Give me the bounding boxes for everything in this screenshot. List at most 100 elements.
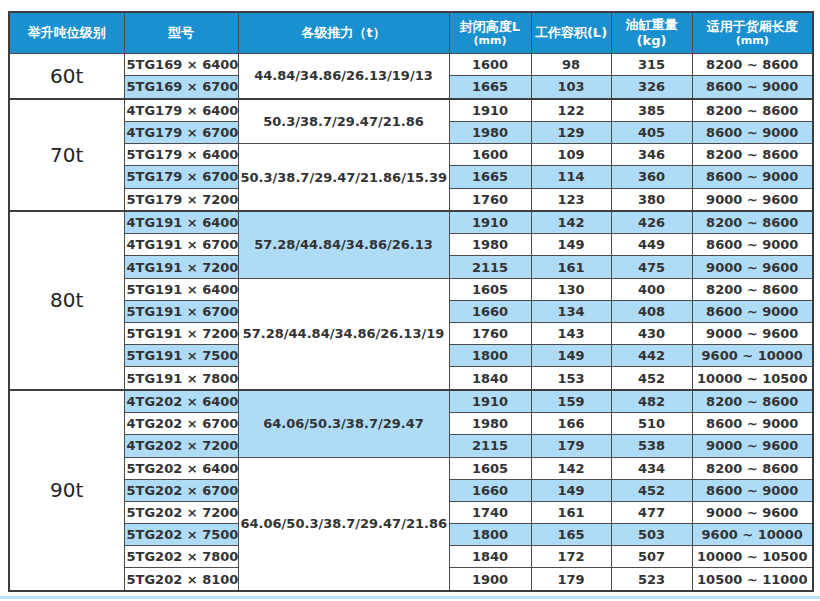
- tonnage-cell: 80t: [9, 211, 124, 390]
- working-volume-cell: 172: [531, 546, 611, 568]
- cylinder-weight-cell: 405: [611, 121, 692, 143]
- closed-height-cell: 2115: [449, 435, 531, 457]
- box-length-cell: 8600 ~ 9000: [692, 234, 813, 256]
- cylinder-weight-cell: 510: [611, 413, 692, 435]
- closed-height-cell: 1660: [449, 479, 531, 501]
- closed-height-cell: 1740: [449, 501, 531, 523]
- model-cell: 5TG191 × 6700: [124, 300, 238, 322]
- closed-height-cell: 1900: [449, 568, 531, 591]
- box-length-cell: 8600 ~ 9000: [692, 76, 813, 99]
- working-volume-cell: 153: [531, 367, 611, 390]
- model-cell: 4TG191 × 6400: [124, 211, 238, 234]
- box-length-cell: 8200 ~ 8600: [692, 211, 813, 234]
- model-cell: 5TG191 × 7500: [124, 345, 238, 367]
- cylinder-weight-cell: 434: [611, 457, 692, 479]
- box-length-cell: 10000 ~ 10500: [692, 367, 813, 390]
- closed-height-cell: 1760: [449, 323, 531, 345]
- box-length-cell: 8200 ~ 8600: [692, 390, 813, 413]
- working-volume-cell: 149: [531, 479, 611, 501]
- model-cell: 5TG202 × 7800: [124, 546, 238, 568]
- table-row: 5TG202 × 6400 64.06/50.3/38.7/29.47/21.8…: [9, 457, 813, 479]
- model-cell: 5TG179 × 6400: [124, 144, 238, 166]
- box-length-cell: 10500 ~ 11000: [692, 568, 813, 591]
- col-header-working-volume: 工作容积(L): [531, 12, 611, 54]
- model-cell: 4TG179 × 6400: [124, 99, 238, 122]
- cylinder-weight-cell: 442: [611, 345, 692, 367]
- model-cell: 4TG202 × 6700: [124, 413, 238, 435]
- closed-height-cell: 1600: [449, 54, 531, 76]
- thrust-cell: 64.06/50.3/38.7/29.47: [238, 390, 449, 457]
- closed-height-cell: 1665: [449, 76, 531, 99]
- model-cell: 5TG191 × 7200: [124, 323, 238, 345]
- box-length-cell: 8200 ~ 8600: [692, 144, 813, 166]
- cylinder-weight-cell: 400: [611, 278, 692, 300]
- box-length-cell: 8200 ~ 8600: [692, 278, 813, 300]
- working-volume-cell: 129: [531, 121, 611, 143]
- thrust-cell: 57.28/44.84/34.86/26.13/19: [238, 278, 449, 390]
- cylinder-weight-cell: 449: [611, 234, 692, 256]
- table-row: 5TG191 × 6400 57.28/44.84/34.86/26.13/19…: [9, 278, 813, 300]
- cylinder-weight-cell: 380: [611, 188, 692, 211]
- model-cell: 5TG202 × 6400: [124, 457, 238, 479]
- box-length-cell: 8600 ~ 9000: [692, 479, 813, 501]
- box-length-cell: 8600 ~ 9000: [692, 413, 813, 435]
- model-cell: 5TG202 × 7500: [124, 524, 238, 546]
- table-row: 90t 4TG202 × 6400 64.06/50.3/38.7/29.47 …: [9, 390, 813, 413]
- bottom-accent-strip: [0, 596, 820, 599]
- working-volume-cell: 142: [531, 457, 611, 479]
- closed-height-cell: 1665: [449, 166, 531, 188]
- model-cell: 5TG179 × 6700: [124, 166, 238, 188]
- cylinder-weight-cell: 482: [611, 390, 692, 413]
- thrust-cell: 44.84/34.86/26.13/19/13: [238, 54, 449, 99]
- cylinder-weight-cell: 503: [611, 524, 692, 546]
- cylinder-weight-cell: 452: [611, 367, 692, 390]
- cylinder-weight-cell: 452: [611, 479, 692, 501]
- cylinder-weight-cell: 408: [611, 300, 692, 322]
- box-length-cell: 8200 ~ 8600: [692, 457, 813, 479]
- closed-height-cell: 1605: [449, 278, 531, 300]
- cylinder-weight-cell: 326: [611, 76, 692, 99]
- col-header-closed-height-main: 封闭高度L: [452, 19, 529, 35]
- closed-height-cell: 1660: [449, 300, 531, 322]
- col-header-tonnage: 举升吨位级别: [9, 12, 124, 54]
- working-volume-cell: 166: [531, 413, 611, 435]
- working-volume-cell: 161: [531, 501, 611, 523]
- closed-height-cell: 1980: [449, 234, 531, 256]
- working-volume-cell: 165: [531, 524, 611, 546]
- closed-height-cell: 1910: [449, 99, 531, 122]
- closed-height-cell: 1840: [449, 546, 531, 568]
- thrust-cell: 50.3/38.7/29.47/21.86: [238, 99, 449, 144]
- model-cell: 5TG202 × 8100: [124, 568, 238, 591]
- cylinder-weight-cell: 426: [611, 211, 692, 234]
- box-length-cell: 9000 ~ 9600: [692, 501, 813, 523]
- page: 举升吨位级别 型号 各级推力（t） 封闭高度L (mm) 工作容积(L) 油缸重…: [0, 0, 820, 601]
- model-cell: 4TG191 × 6700: [124, 234, 238, 256]
- cylinder-weight-cell: 538: [611, 435, 692, 457]
- closed-height-cell: 1605: [449, 457, 531, 479]
- working-volume-cell: 142: [531, 211, 611, 234]
- thrust-cell: 57.28/44.84/34.86/26.13: [238, 211, 449, 278]
- working-volume-cell: 179: [531, 435, 611, 457]
- col-header-box-length-unit: (mm): [695, 34, 811, 47]
- model-cell: 4TG202 × 6400: [124, 390, 238, 413]
- working-volume-cell: 103: [531, 76, 611, 99]
- col-header-thrust: 各级推力（t）: [238, 12, 449, 54]
- model-cell: 5TG202 × 6700: [124, 479, 238, 501]
- working-volume-cell: 123: [531, 188, 611, 211]
- closed-height-cell: 1760: [449, 188, 531, 211]
- working-volume-cell: 114: [531, 166, 611, 188]
- model-cell: 5TG179 × 7200: [124, 188, 238, 211]
- working-volume-cell: 161: [531, 256, 611, 278]
- tonnage-cell: 70t: [9, 99, 124, 211]
- working-volume-cell: 179: [531, 568, 611, 591]
- box-length-cell: 10000 ~ 10500: [692, 546, 813, 568]
- model-cell: 5TG191 × 6400: [124, 278, 238, 300]
- closed-height-cell: 1840: [449, 367, 531, 390]
- col-header-model: 型号: [124, 12, 238, 54]
- closed-height-cell: 1910: [449, 211, 531, 234]
- table-row: 5TG179 × 6400 50.3/38.7/29.47/21.86/15.3…: [9, 144, 813, 166]
- table-header: 举升吨位级别 型号 各级推力（t） 封闭高度L (mm) 工作容积(L) 油缸重…: [9, 12, 813, 54]
- working-volume-cell: 109: [531, 144, 611, 166]
- col-header-closed-height: 封闭高度L (mm): [449, 12, 531, 54]
- model-cell: 5TG169 × 6700: [124, 76, 238, 99]
